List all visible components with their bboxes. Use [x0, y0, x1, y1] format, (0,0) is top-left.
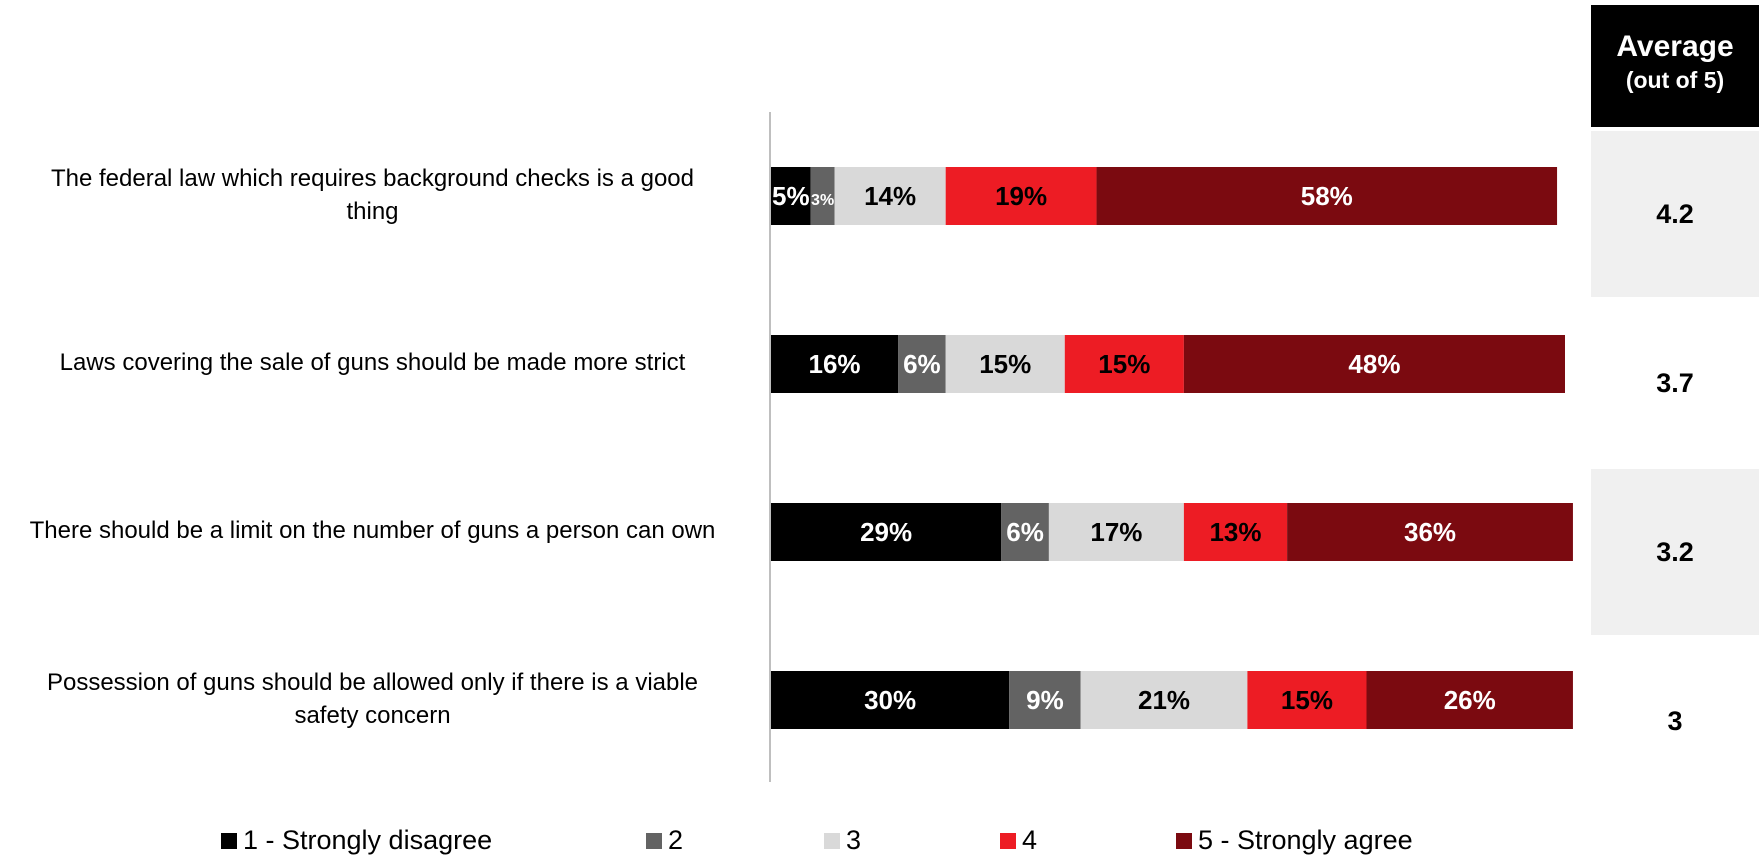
bar-segment-r2-s1	[771, 335, 899, 393]
average-value-4: 3	[1667, 705, 1683, 736]
legend-label-4: 4	[1022, 825, 1038, 855]
legend-swatch-4	[1000, 832, 1016, 849]
bar-segment-r3-s2	[1001, 503, 1049, 561]
bar-value-label-r3-s4: 13%	[1209, 517, 1261, 547]
category-label-3: There should be a limit on the number of…	[5, 514, 740, 547]
bar-segment-r2-s3	[945, 335, 1065, 393]
average-cell-4: 3	[1591, 638, 1759, 804]
legend-item-4: 4	[1000, 825, 1037, 856]
bar-value-label-r4-s5: 26%	[1444, 685, 1496, 715]
bar-segment-r2-s2	[898, 335, 946, 393]
bar-value-label-r2-s5: 48%	[1348, 349, 1400, 379]
legend-item-1: 1 - Strongly disagree	[221, 825, 492, 856]
bar-value-label-r1-s2: 3%	[811, 192, 834, 209]
bar-segment-r2-s5	[1183, 335, 1565, 393]
average-value-2: 3.7	[1656, 367, 1694, 398]
bar-segment-r4-s3	[1080, 671, 1248, 729]
bar-value-label-r1-s5: 58%	[1301, 181, 1353, 211]
average-header-subtitle: (out of 5)	[1625, 67, 1725, 93]
bar-value-label-r4-s4: 15%	[1281, 685, 1333, 715]
bar-segment-r3-s1	[771, 503, 1002, 561]
bar-segment-r2-s4	[1064, 335, 1184, 393]
category-label-4-line-1: Possession of guns should be allowed onl…	[46, 669, 699, 696]
category-label-1: The federal law which requires backgroun…	[5, 162, 740, 228]
bar-segment-r4-s2	[1009, 671, 1081, 729]
bar-segment-r1-s1	[771, 167, 811, 225]
legend-item-5: 5 - Strongly agree	[1176, 825, 1413, 856]
bar-value-label-r2-s4: 15%	[1098, 349, 1150, 379]
legend-label-1: 1 - Strongly disagree	[243, 825, 493, 855]
legend: 1 - Strongly disagree 2 3 4 5 - Strongly…	[0, 825, 1759, 861]
bar-segment-r1-s5	[1096, 167, 1558, 225]
bar-value-label-r2-s1: 16%	[808, 349, 860, 379]
legend-label-3: 3	[846, 825, 862, 855]
bar-segment-r4-s1	[771, 671, 1010, 729]
bar-segment-r3-s3	[1048, 503, 1184, 561]
bar-value-label-r1-s4: 19%	[995, 181, 1047, 211]
category-label-4: Possession of guns should be allowed onl…	[5, 666, 740, 732]
legend-swatch-1	[221, 832, 237, 849]
category-label-2-line-1: Laws covering the sale of guns should be…	[59, 349, 686, 376]
legend-swatch-2	[646, 832, 662, 849]
average-header-title: Average	[1616, 30, 1734, 63]
bar-value-label-r3-s5: 36%	[1404, 517, 1456, 547]
legend-swatch-3	[824, 832, 840, 849]
bar-value-label-r4-s1: 30%	[864, 685, 916, 715]
bar-value-label-r3-s3: 17%	[1090, 517, 1142, 547]
bar-segment-r1-s2	[810, 167, 835, 225]
category-label-4-line-2: safety concern	[294, 702, 451, 729]
bar-segment-r1-s4	[945, 167, 1097, 225]
average-cell-1: 4.2	[1591, 131, 1759, 297]
bars-group: 5% 3% 14% 19% 58% 16% 6% 15% 15% 48% 29% 6% 17% 13% 36…	[771, 167, 1573, 729]
bar-value-label-r3-s1: 29%	[860, 517, 912, 547]
average-header: Average (out of 5)	[1591, 5, 1759, 127]
average-cell-2: 3.7	[1591, 300, 1759, 466]
bar-segment-r3-s5	[1287, 503, 1573, 561]
category-label-1-line-1: The federal law which requires backgroun…	[50, 165, 695, 192]
bar-value-label-r4-s2: 9%	[1026, 685, 1064, 715]
bar-value-label-r4-s3: 21%	[1138, 685, 1190, 715]
bar-value-label-r2-s3: 15%	[979, 349, 1031, 379]
bar-segment-r4-s5	[1366, 671, 1573, 729]
category-label-2: Laws covering the sale of guns should be…	[5, 346, 740, 379]
legend-label-2: 2	[668, 825, 684, 855]
bar-segment-r4-s4	[1247, 671, 1367, 729]
legend-label-5: 5 - Strongly agree	[1198, 825, 1413, 855]
bar-segment-r1-s3	[834, 167, 946, 225]
category-label-1-line-2: thing	[346, 198, 399, 225]
legend-swatch-5	[1176, 832, 1192, 849]
bar-value-label-r1-s1: 5%	[772, 181, 810, 211]
bar-segment-r3-s4	[1183, 503, 1288, 561]
average-cell-3: 3.2	[1591, 469, 1759, 635]
legend-item-2: 2	[646, 825, 683, 856]
average-value-3: 3.2	[1656, 536, 1694, 567]
average-value-1: 4.2	[1656, 198, 1694, 229]
legend-item-3: 3	[824, 825, 861, 856]
category-label-3-line-1: There should be a limit on the number of…	[29, 517, 716, 544]
bar-value-label-r3-s2: 6%	[1006, 517, 1044, 547]
bar-value-label-r1-s3: 14%	[864, 181, 916, 211]
bar-value-label-r2-s2: 6%	[903, 349, 941, 379]
